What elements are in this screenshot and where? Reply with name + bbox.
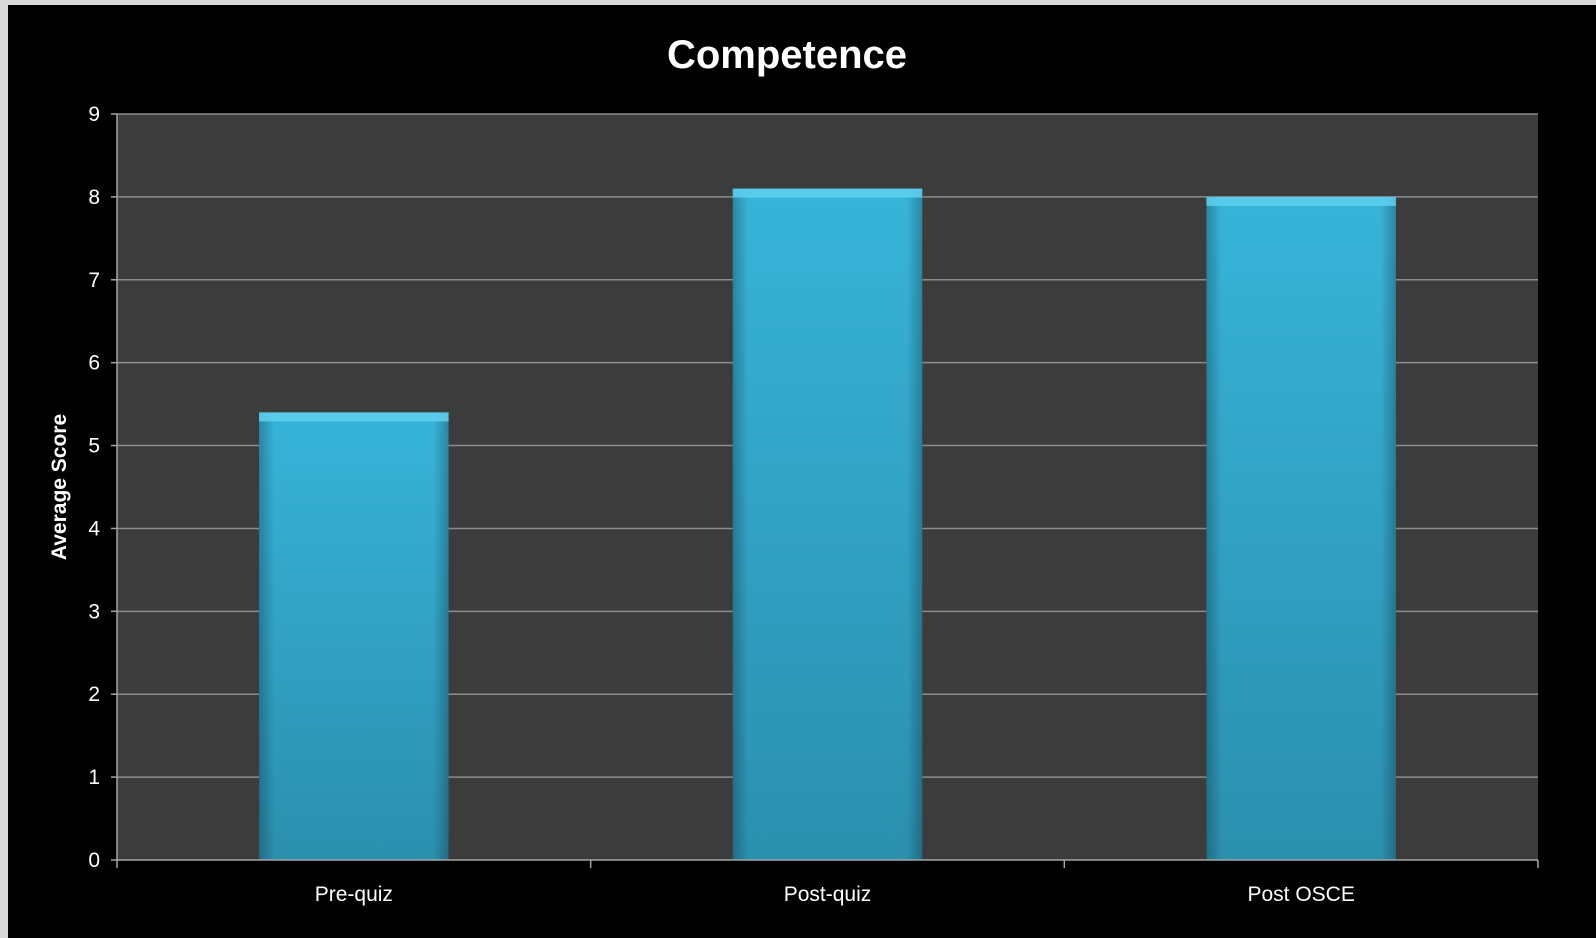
y-tick-label: 4 <box>88 517 100 540</box>
x-tick-label: Post-quiz <box>784 883 872 906</box>
y-tick-label: 7 <box>88 269 100 292</box>
y-tick-label: 8 <box>88 186 100 209</box>
y-tick-label: 5 <box>88 435 100 458</box>
bars <box>259 188 1396 861</box>
bar-bevel <box>1206 196 1396 860</box>
y-tick-label: 2 <box>88 683 100 706</box>
bar-top-highlight <box>1206 196 1396 206</box>
y-tick-label: 0 <box>88 849 100 872</box>
axes <box>116 114 1538 861</box>
y-tick-label: 6 <box>88 352 100 375</box>
bar-top-highlight <box>259 412 449 422</box>
bar-post-osce <box>1206 196 1396 860</box>
y-axis-ticks: 0 1 2 3 4 5 6 7 8 9 <box>88 103 117 872</box>
bar-bevel <box>732 188 923 861</box>
bar-post-quiz <box>732 188 923 861</box>
x-axis-ticks: Pre-quiz Post-quiz Post OSCE <box>116 860 1539 906</box>
y-tick-label: 9 <box>88 103 100 126</box>
bar-bevel <box>259 412 449 860</box>
y-tick-label: 3 <box>88 600 100 623</box>
chart-title: Competence <box>667 33 907 77</box>
x-tick-label: Pre-quiz <box>315 883 393 906</box>
bar-pre-quiz <box>259 412 449 860</box>
x-tick-label: Post OSCE <box>1247 883 1354 906</box>
y-axis-label: Average Score <box>48 414 71 560</box>
bar-top-highlight <box>732 188 923 198</box>
y-tick-label: 1 <box>88 766 100 789</box>
